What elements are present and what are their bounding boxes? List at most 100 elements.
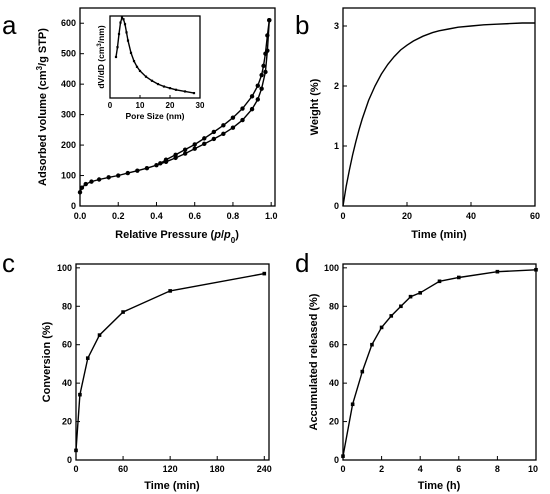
panel-a-branch-2-data-point <box>230 115 236 120</box>
panel-a-y-tick-label: 500 <box>61 49 76 59</box>
panel-a-branch-2-data-point <box>211 129 217 135</box>
panel-d-y-tick-label: 80 <box>329 301 339 311</box>
panel-a-inset-data-point <box>183 90 187 93</box>
panel-d-y-tick-label: 60 <box>329 340 339 350</box>
panel-d-x-axis-title: Time (h) <box>418 480 461 492</box>
panel-a-inset-data-point <box>125 31 128 34</box>
panel-b-x-tick-label: 20 <box>402 211 412 221</box>
panel-a-branch-1-data-point <box>240 117 245 123</box>
panel-a-y-tick-label: 0 <box>71 201 76 211</box>
panel-a-x-tick-label: 0.8 <box>227 211 240 221</box>
panel-a-branch-2-series-line <box>159 20 270 164</box>
panel-c-data-point <box>121 310 125 314</box>
panel-a-x-ticks: 0.0 0.2 0.4 0.6 0.8 1.0 <box>74 211 278 221</box>
panel-b-x-axis-title: Time (min) <box>411 229 467 241</box>
panel-a-branch-2-data-point <box>261 63 266 69</box>
panel-d-data-point <box>437 279 442 284</box>
panel-c-y-tick-label: 0 <box>67 455 72 465</box>
panel-a-inset-frame <box>109 15 201 99</box>
panel-a-branch-1-data-point <box>192 146 197 151</box>
panel-a-branch-1-data-point <box>96 177 102 182</box>
panel-a-letter: a <box>2 10 17 40</box>
panel-a-inset-data-point <box>123 23 127 26</box>
panel-a-branch-1-data-point <box>249 106 255 112</box>
panel-d-data-point <box>360 369 365 374</box>
panel-a-branch-2-data-point <box>182 147 188 152</box>
panel-a-branch-1-data-point <box>79 185 85 190</box>
panel-a-branch-1-data-point <box>259 86 264 91</box>
panel-d-x-ticks: 0 2 4 6 8 10 <box>340 464 538 474</box>
panel-a-branch-1-data-point <box>173 155 178 161</box>
panel-d-frame <box>342 263 537 461</box>
panel-c-frame <box>75 263 270 461</box>
panel-b-series-line <box>342 22 535 207</box>
panel-a-branch-1-data-point <box>83 181 88 187</box>
panel-d-data-point <box>389 314 394 318</box>
panel-a-inset-data-point <box>168 87 172 90</box>
panel-a-inset-data-point <box>117 32 121 36</box>
panel-a-inset-data-point <box>116 46 119 49</box>
panel-a-inset-data-point <box>162 85 166 88</box>
panel-a-branch-2-data-point <box>249 94 255 99</box>
panel-d-letter: d <box>295 248 309 278</box>
panel-d-x-tick-label: 0 <box>340 464 345 474</box>
panel-a-inset-data-point <box>126 39 130 42</box>
panel-a-x-tick-label: 1.0 <box>265 211 278 221</box>
panel-b-x-tick-label: 60 <box>530 211 540 221</box>
panel-d-data-point <box>350 402 355 407</box>
panel-c-series-line <box>75 272 265 451</box>
panel-d-x-tick-label: 8 <box>495 464 500 474</box>
panel-d-series-line <box>342 269 537 457</box>
panel-a-inset-data-point <box>114 55 118 59</box>
panel-a-branch-2-data-point <box>265 33 270 38</box>
panel-b-frame <box>342 7 536 207</box>
panel-a-y-axis-title: Adsorbed volume (cm3/g STP) <box>35 28 50 186</box>
panel-a-branch-1-data-point <box>116 173 121 178</box>
panel-c-y-tick-label: 60 <box>62 340 72 350</box>
panel-a-branch-1-data-point <box>221 131 226 137</box>
panel-c-y-tick-label: 20 <box>62 417 72 427</box>
panel-d-x-tick-label: 10 <box>528 464 538 474</box>
panel-d-data-point <box>495 269 500 274</box>
panel-a-y-tick-label: 200 <box>61 140 76 150</box>
panel-d-data-point <box>418 291 422 295</box>
panel-b-y-tick-label: 3 <box>334 21 339 31</box>
panel-a-inset-data-point <box>192 91 196 95</box>
panel-a-branch-1-data-point <box>89 179 94 184</box>
panel-a-inset-series-line <box>115 16 195 94</box>
panel-c-y-ticks: 0 20 40 60 80 100 <box>57 263 72 465</box>
panel-d-data-point <box>457 275 461 280</box>
panel-d-data-point <box>408 294 413 299</box>
panel-a-x-tick-label: 0.0 <box>74 211 87 221</box>
panel-a-branch-2-data-point <box>255 83 260 88</box>
panel-a-inset-y-axis-title: dV/dD (cm3/nm) <box>96 25 106 88</box>
panel-a-x-tick-label: 0.2 <box>112 211 125 221</box>
panel-a-branch-2-data-point <box>259 72 264 78</box>
panel-b-y-axis-title: Weight (%) <box>309 78 321 135</box>
panel-c-x-tick-label: 240 <box>257 464 272 474</box>
panel-c-data-point <box>74 448 78 453</box>
panel-d-y-tick-label: 40 <box>329 378 339 388</box>
panel-a-branch-1-data-point <box>230 125 236 130</box>
panel-a-branch-1-data-point <box>77 190 83 195</box>
panel-a-y-tick-label: 600 <box>61 18 76 28</box>
panel-a-branch-1-data-point <box>202 141 207 147</box>
panel-d-y-ticks: 0 20 40 60 80 100 <box>324 263 339 465</box>
panel-a-inset-data-point <box>174 88 178 91</box>
panel-a-inset: 0 10 20 30 Pore Size (nm) dV/dD (cm3/nm) <box>96 15 205 121</box>
panel-a-branch-1-data-point <box>144 166 150 171</box>
panel-b-y-tick-label: 2 <box>334 81 339 91</box>
panel-a-y-tick-label: 300 <box>61 110 76 120</box>
panel-a-x-tick-label: 0.6 <box>188 211 201 221</box>
panel-d-y-tick-label: 20 <box>329 417 339 427</box>
panel-a-branch-1-data-point <box>125 170 130 176</box>
panel-d-y-axis-title: Accumulated released (%) <box>308 293 320 430</box>
panel-a: a 0.0 0.2 0.4 0.6 0.8 1.0 0 100 200 300 … <box>2 7 278 245</box>
panel-a-inset-x-tick-label: 20 <box>166 101 175 110</box>
panel-b-y-ticks: 0 1 2 3 <box>334 21 339 211</box>
panel-b-x-ticks: 0 20 40 60 <box>340 211 540 221</box>
panel-d-x-tick-label: 2 <box>379 464 384 474</box>
panel-d-data-point <box>370 342 374 347</box>
panel-c-x-tick-label: 180 <box>210 464 225 474</box>
